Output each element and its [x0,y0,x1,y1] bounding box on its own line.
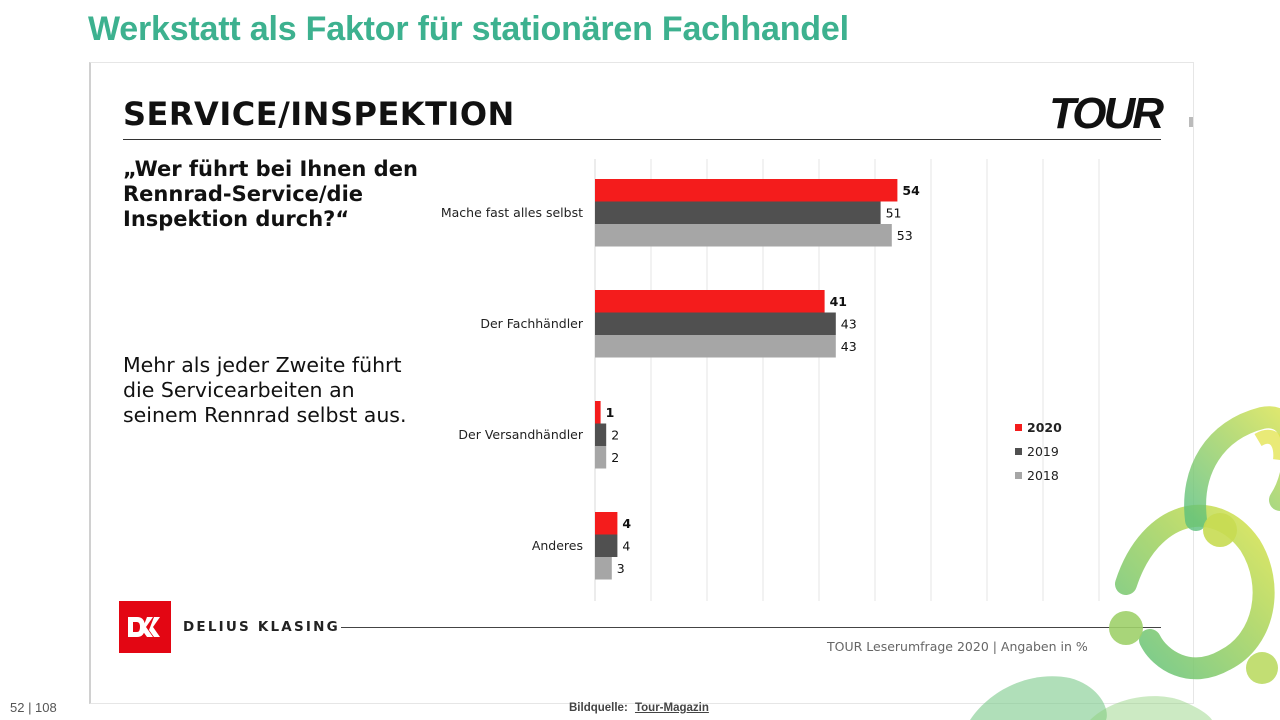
slide-frame: SERVICE/INSPEKTION TOUR „Wer führt bei I… [89,62,1194,704]
data-label: 4 [622,538,630,553]
legend-item: 2020 [1015,415,1062,439]
bar-2020 [595,290,825,313]
legend-swatch [1015,423,1022,431]
data-label: 53 [897,228,913,243]
bar-2019 [595,312,836,335]
slide-heading: SERVICE/INSPEKTION [123,95,515,133]
survey-question: „Wer führt bei Ihnen den Rennrad-Service… [123,157,418,231]
legend-item: 2018 [1015,463,1062,487]
bar-2019 [595,201,881,224]
data-label: 2 [611,427,619,442]
data-label: 54 [902,183,920,198]
data-label: 41 [830,294,847,309]
survey-summary: Mehr als jeder Zweite führt die Servicea… [123,353,407,427]
delius-klasing-mark-icon [119,601,171,653]
category-label: Der Versandhändler [458,427,583,442]
header-divider [123,139,1161,140]
credit-source-link[interactable]: Tour-Magazin [634,702,709,714]
publisher-logo: DELIUS KLASING [119,601,340,653]
tour-logo: TOUR [1049,89,1164,138]
page-title: Werkstatt als Faktor für stationären Fac… [88,10,849,48]
data-label: 2 [611,450,619,465]
legend-swatch [1015,471,1022,479]
data-label: 1 [606,405,615,420]
category-label: Mache fast alles selbst [441,205,583,220]
legend-label: 2019 [1027,443,1059,459]
data-label: 43 [841,316,857,331]
data-label: 43 [841,339,857,354]
bar-2018 [595,224,892,247]
legend-swatch [1015,447,1022,455]
legend-label: 2020 [1027,419,1062,435]
credit-label: Bildquelle: [569,702,628,714]
scrollbar-thumb[interactable] [1189,117,1193,127]
bar-2018 [595,557,612,580]
category-label: Der Fachhändler [480,316,584,331]
data-label: 3 [617,561,625,576]
bar-2019 [595,534,618,557]
bar-2019 [595,423,607,446]
category-label: Anderes [532,538,583,553]
chart-source-note: TOUR Leserumfrage 2020 | Angaben in % [827,639,1088,654]
legend-label: 2018 [1027,467,1059,483]
publisher-name: DELIUS KLASING [183,619,340,635]
chart-legend: 2020 2019 2018 [1015,415,1062,487]
footer-divider [341,627,1161,628]
bar-2020 [595,179,898,202]
legend-item: 2019 [1015,439,1062,463]
bar-2018 [595,335,836,358]
data-label: 4 [622,516,631,531]
data-label: 51 [886,205,902,220]
page-number: 52 | 108 [10,700,57,715]
bar-2020 [595,512,618,535]
bar-2020 [595,401,601,424]
bar-2018 [595,446,607,469]
image-credit: Bildquelle: Tour-Magazin [569,702,709,714]
